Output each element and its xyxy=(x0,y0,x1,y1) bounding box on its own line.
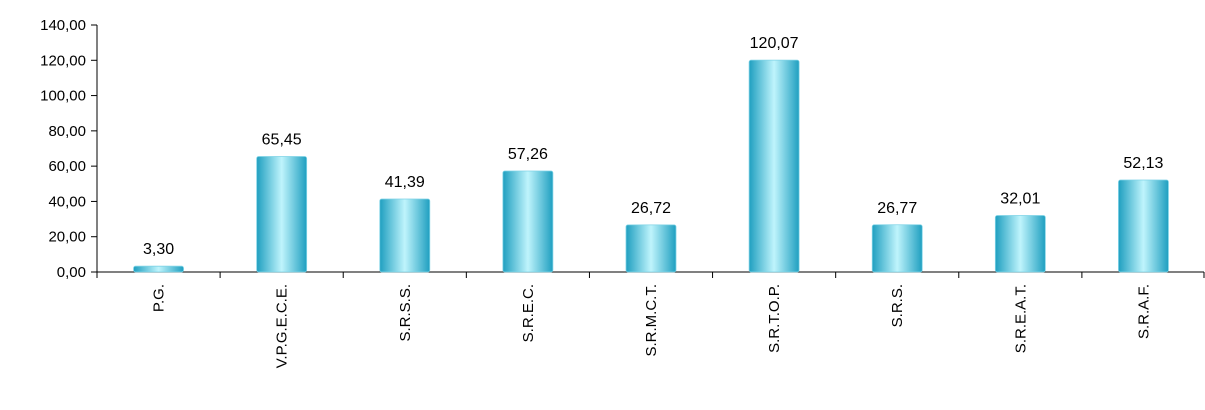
bars xyxy=(133,59,1169,273)
y-tick-label: 40,00 xyxy=(48,193,86,210)
data-label: 57,26 xyxy=(508,146,548,163)
data-label: 120,07 xyxy=(750,35,799,52)
y-tick-label: 0,00 xyxy=(57,264,86,281)
y-tick-label: 100,00 xyxy=(40,88,86,105)
category-label: P.G. xyxy=(151,284,168,312)
bar xyxy=(379,198,431,273)
y-tick-label: 120,00 xyxy=(40,52,86,69)
category-label: S.R.M.C.T. xyxy=(643,284,660,357)
data-label: 3,30 xyxy=(143,241,174,258)
category-label: S.R.S. xyxy=(889,284,906,327)
data-label: 65,45 xyxy=(262,132,302,149)
y-axis: 0,00 20,00 40,00 60,00 80,00 100,00 120,00 140,… xyxy=(40,17,98,281)
bar xyxy=(625,224,677,273)
bar xyxy=(1118,179,1169,273)
category-label: S.R.E.C. xyxy=(520,284,537,342)
y-tick-label: 80,00 xyxy=(48,123,86,140)
bar xyxy=(133,265,184,273)
bar xyxy=(502,170,554,273)
data-label: 32,01 xyxy=(1000,191,1040,208)
data-label: 26,72 xyxy=(631,200,671,217)
data-label: 41,39 xyxy=(385,174,425,191)
y-tick-label: 20,00 xyxy=(48,229,86,246)
category-label: S.R.A.F. xyxy=(1135,284,1152,339)
bar xyxy=(256,156,308,273)
bar xyxy=(871,224,923,273)
category-labels: P.G. V.P.G.E.C.E. S.R.S.S. S.R.E.C. S.R.M.C.… xyxy=(151,284,1153,368)
data-labels: 3,30 65,45 41,39 57,26 26,72 120,07 26,77 32,01… xyxy=(143,35,1164,258)
bar xyxy=(994,215,1046,273)
x-axis xyxy=(91,271,1205,278)
data-label: 26,77 xyxy=(877,200,917,217)
category-label: S.R.T.O.P. xyxy=(766,284,783,353)
y-tick-label: 60,00 xyxy=(48,158,86,175)
category-label: S.R.E.A.T. xyxy=(1012,284,1029,353)
data-label: 52,13 xyxy=(1123,155,1163,172)
category-label: V.P.G.E.C.E. xyxy=(274,284,291,368)
y-tick-label: 140,00 xyxy=(40,17,86,34)
category-label: S.R.S.S. xyxy=(397,284,414,342)
bar xyxy=(748,59,800,273)
